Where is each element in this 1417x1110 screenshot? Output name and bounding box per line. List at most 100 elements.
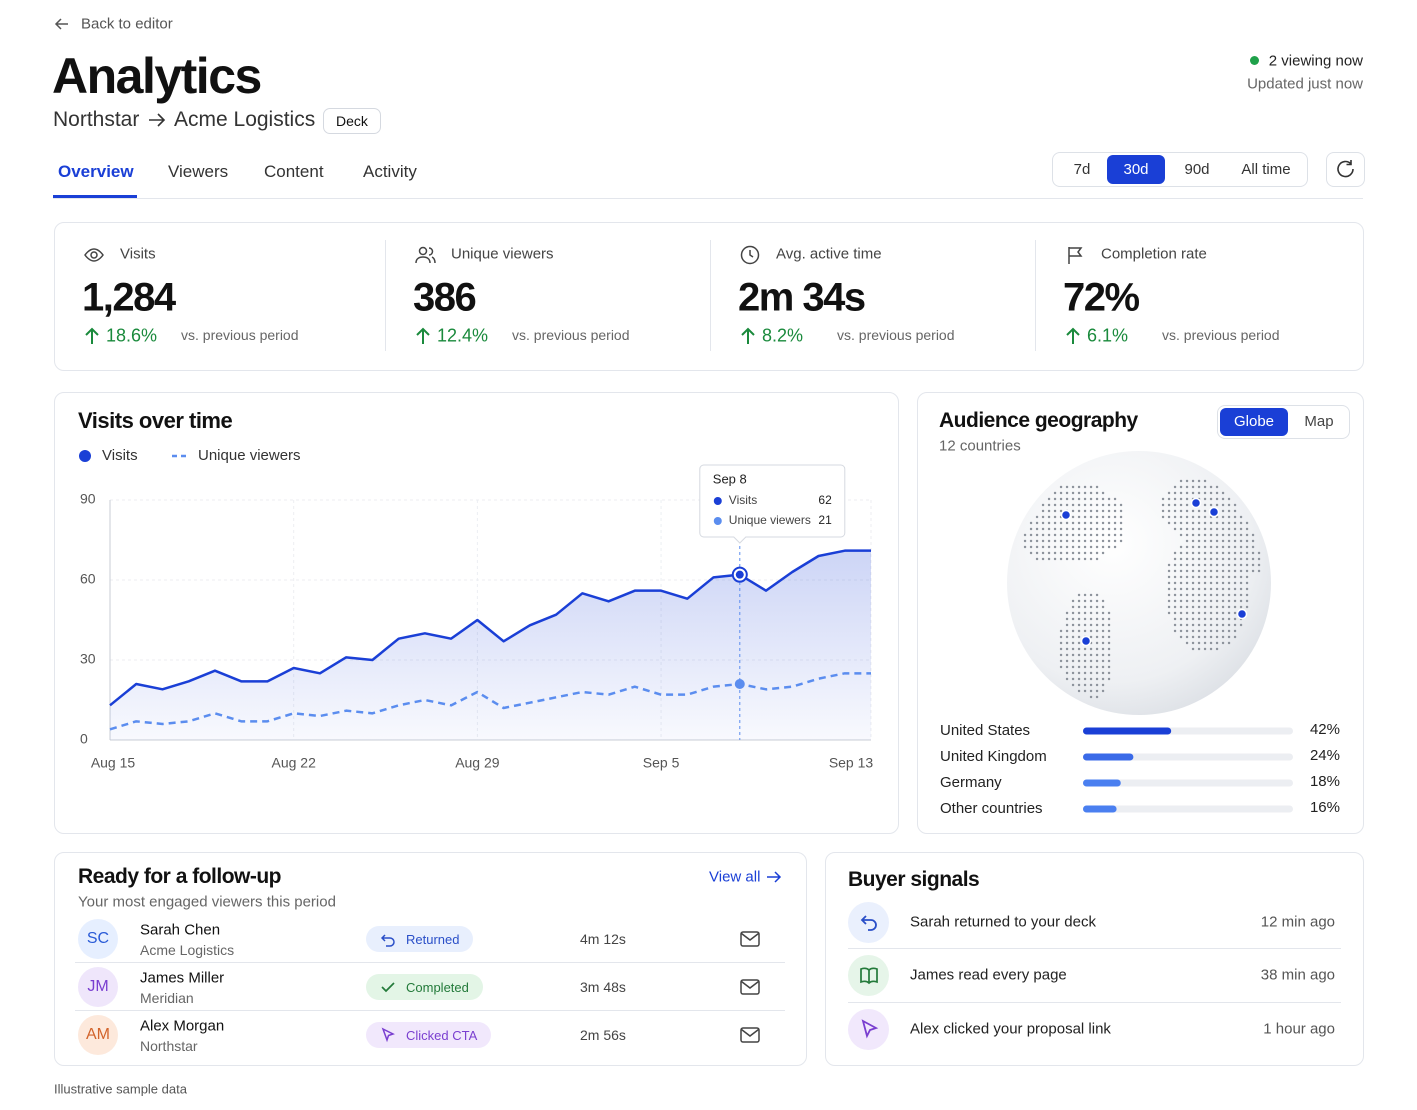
signals-card (825, 852, 1364, 1066)
kpi-icon (415, 246, 436, 264)
geo-chart: United States 42% United Kingdom 24% Germany… (940, 451, 1340, 817)
hover-point (734, 679, 745, 689)
status-icon (381, 982, 395, 993)
tooltip-swatch (713, 517, 722, 525)
location-marker (1190, 497, 1202, 509)
status-dot (1250, 56, 1259, 65)
range-option[interactable]: 30d (1107, 155, 1165, 184)
back-arrow[interactable] (54, 16, 70, 32)
chart-title: Visits over time (78, 408, 233, 433)
kpi-value: 2m 34s (738, 275, 866, 320)
back-link[interactable]: Back to editor (81, 15, 173, 33)
updated: Updated just now (1247, 75, 1363, 93)
bar-track (1083, 805, 1293, 813)
tooltip-label: Unique viewers (729, 513, 811, 527)
kpi-note: vs. previous period (1162, 327, 1280, 343)
tab[interactable]: Viewers (168, 162, 229, 181)
signal-text: James read every page (910, 966, 1067, 984)
bar-track (1083, 753, 1293, 761)
signal-time: 1 hour ago (1263, 1020, 1335, 1038)
kpi-note: vs. previous period (837, 327, 955, 343)
breadcrumb-1: Northstar (53, 108, 140, 131)
status-label: Completed (406, 979, 469, 995)
range-option[interactable]: 90d (1184, 161, 1210, 178)
area (110, 550, 871, 740)
kpi-change: 6.1% (1087, 325, 1129, 346)
geo-subtitle: 12 countries (939, 437, 1021, 455)
signal-icon-bg (848, 1009, 889, 1050)
range-option[interactable]: All time (1241, 161, 1291, 178)
tooltip-value: 21 (818, 513, 832, 527)
hover-point-core (735, 570, 744, 579)
viewer-name: Sarah Chen (140, 921, 221, 939)
tab[interactable]: Activity (363, 162, 417, 181)
signal-icon-bg (848, 902, 889, 943)
status: 2 viewing now (1268, 52, 1363, 70)
signal-text: Sarah returned to your deck (910, 913, 1096, 931)
row-divider (75, 962, 785, 963)
viewer-company: Meridian (140, 990, 194, 1006)
refresh-icon (1337, 160, 1354, 178)
page-title: Analytics (52, 48, 262, 104)
status-icon (381, 1027, 395, 1043)
kpi-label: Completion rate (1101, 245, 1207, 263)
range-option[interactable]: 7d (1073, 161, 1091, 178)
signal-icon (860, 967, 878, 985)
signals-title: Buyer signals (848, 868, 980, 891)
x-tick-label: Sep 13 (829, 755, 874, 771)
y-tick-label: 60 (80, 571, 96, 587)
tab-indicator (53, 195, 137, 198)
mail-icon[interactable] (740, 979, 760, 995)
kpi-up-arrow (85, 327, 99, 344)
signal-icon (860, 915, 877, 931)
kpi-up-arrow (1066, 327, 1080, 344)
tab[interactable]: Overview (58, 162, 134, 181)
kpi-value: 386 (413, 275, 477, 320)
kpi-divider (385, 240, 386, 351)
badge: Deck (323, 108, 381, 134)
mail-icon[interactable] (740, 931, 760, 947)
bar-value-label: 24% (1310, 747, 1340, 764)
followup-title: Ready for a follow-up (78, 865, 282, 888)
kpi-note: vs. previous period (181, 327, 299, 343)
row-divider (75, 1010, 785, 1011)
legend-label: Visits (102, 447, 138, 464)
y-tick-label: 30 (80, 651, 96, 667)
signal-time: 12 min ago (1260, 913, 1335, 931)
country-label: Other countries (940, 800, 1043, 817)
geo-toggle: Globe Map (1217, 405, 1350, 439)
tab[interactable]: Content (264, 162, 324, 181)
tooltip-label: Visits (729, 493, 757, 507)
mail-icon[interactable] (740, 1027, 760, 1043)
avatar: AM (78, 1015, 118, 1055)
toggle-globe[interactable]: Globe (1220, 408, 1288, 436)
kpi-label: Visits (120, 245, 156, 263)
status-label: Clicked CTA (406, 1027, 478, 1043)
tooltip-box (699, 464, 846, 544)
kpi-up-arrow (741, 327, 755, 344)
breadcrumb-2: Acme Logistics (174, 108, 316, 131)
refresh-button[interactable] (1326, 152, 1365, 187)
kpi-note: vs. previous period (512, 327, 630, 343)
signal-text: Alex clicked your proposal link (910, 1020, 1111, 1038)
bar-track (1083, 779, 1293, 787)
status-icon (380, 934, 395, 947)
toggle-map[interactable]: Map (1304, 413, 1334, 430)
view-all[interactable]: View all (709, 868, 761, 886)
x-tick-label: Aug 29 (455, 755, 500, 771)
kpi-icon (84, 248, 104, 262)
bar (1083, 727, 1172, 735)
kpi-up-arrow (416, 327, 430, 344)
tooltip-title: Sep 8 (713, 471, 747, 486)
row-divider (848, 1002, 1341, 1003)
bar (1083, 753, 1134, 761)
signal-icon (861, 1019, 879, 1039)
tooltip-swatch (713, 497, 722, 505)
tooltip-value: 62 (818, 493, 832, 507)
location-marker (1080, 635, 1092, 647)
bar (1083, 779, 1121, 787)
bar-value-label: 42% (1310, 721, 1340, 738)
status-pill: Clicked CTA (366, 1022, 492, 1048)
status-pill: Completed (366, 974, 483, 1000)
bar (1083, 805, 1117, 813)
